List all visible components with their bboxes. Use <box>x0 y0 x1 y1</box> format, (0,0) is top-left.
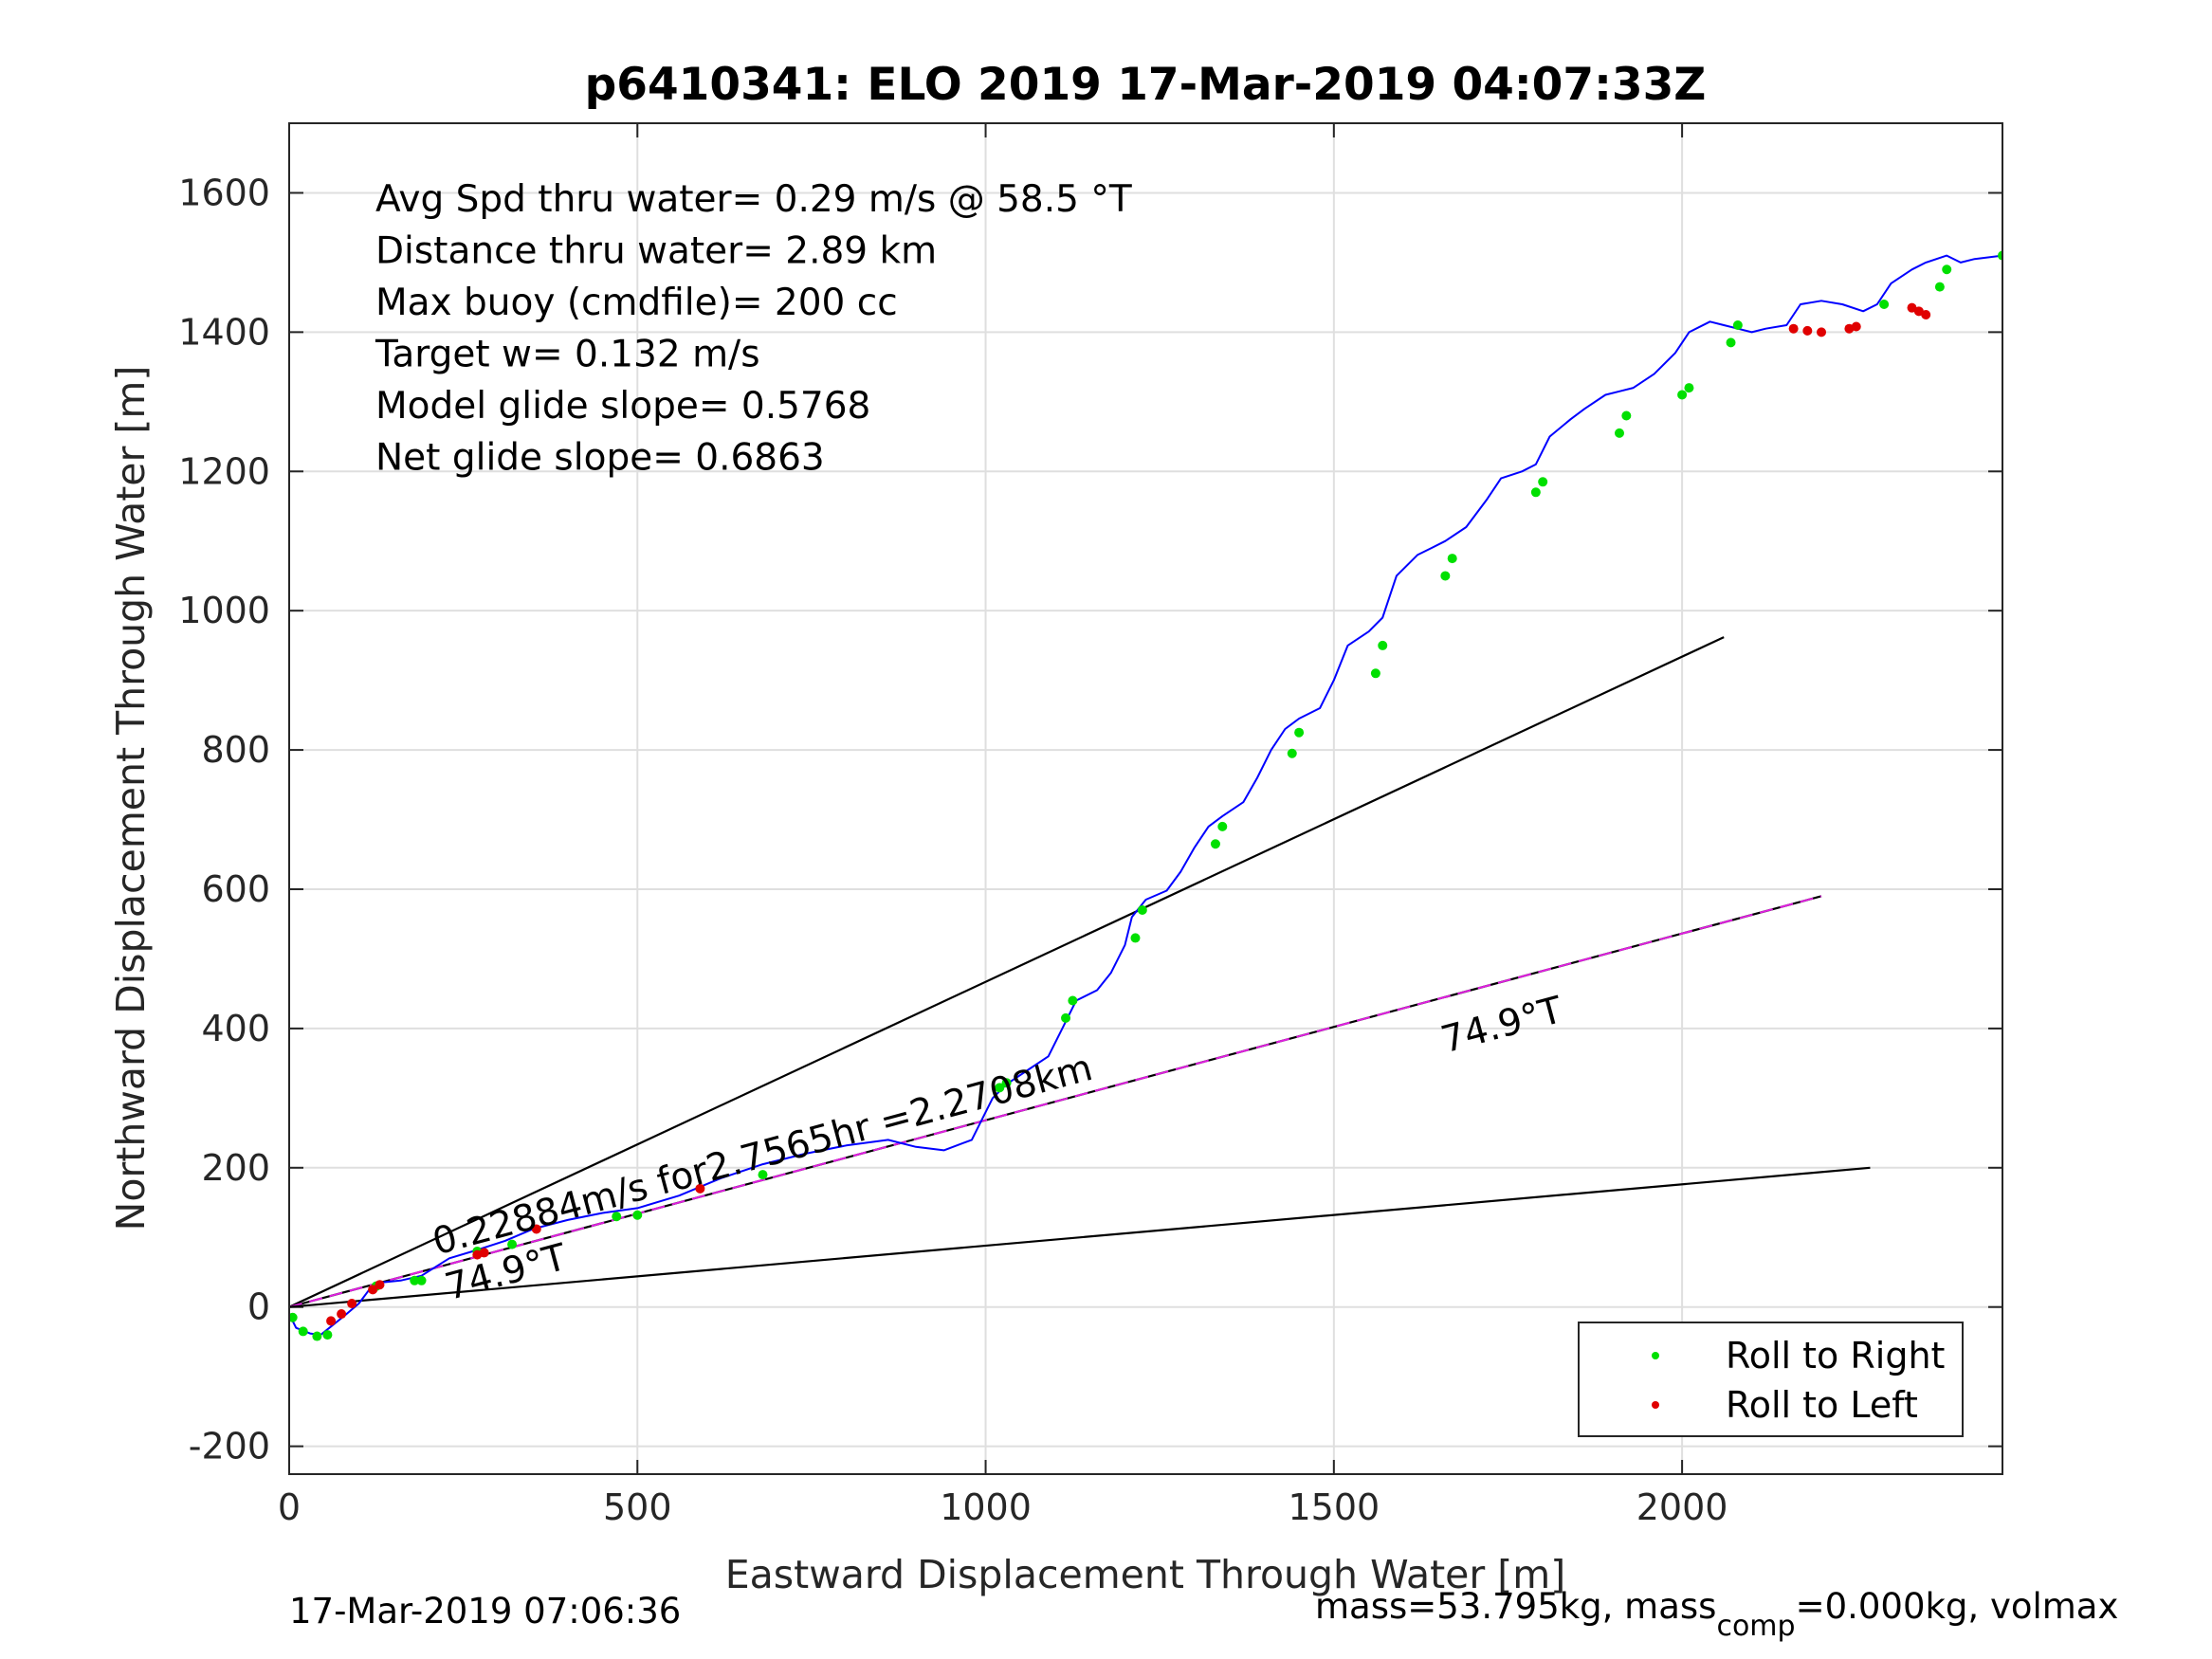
reference-line-0 <box>289 636 1725 1308</box>
legend-marker-roll-right <box>1652 1352 1659 1359</box>
roll-right-point <box>1934 282 1945 292</box>
footer-mass-info: mass=53.795kg, masscomp=0.000kg, volmax <box>1315 1586 2118 1643</box>
y-tick-label: 400 <box>201 1008 270 1049</box>
axis-ticks: 0 500 1000 1500 2000-20002004006008001000120… <box>178 123 2002 1528</box>
roll-right-point <box>1538 477 1548 487</box>
roll-right-point <box>1447 554 1457 564</box>
roll-right-point <box>1287 748 1297 758</box>
roll-right-point <box>1998 250 2002 261</box>
roll-left-point <box>1921 309 1931 319</box>
roll-left-point <box>375 1280 385 1290</box>
legend-marker-roll-left <box>1652 1401 1659 1409</box>
info-line-4: Model glide slope= 0.5768 <box>375 385 870 428</box>
roll-right-point <box>410 1275 420 1285</box>
series-roll-left <box>326 302 1931 1326</box>
y-tick-label: 1000 <box>178 590 270 631</box>
roll-right-point <box>1530 487 1541 498</box>
roll-right-point <box>1378 640 1388 650</box>
roll-right-point <box>1614 428 1624 438</box>
roll-left-point <box>337 1309 347 1320</box>
roll-right-point <box>758 1170 768 1180</box>
roll-right-point <box>322 1330 333 1340</box>
roll-right-point <box>1294 727 1305 738</box>
roll-right-point <box>1061 1012 1071 1023</box>
reference-lines <box>289 636 1871 1308</box>
legend-label-roll-right: Roll to Right <box>1726 1335 1945 1376</box>
roll-right-point <box>1440 571 1451 581</box>
roll-right-point <box>995 1083 1005 1093</box>
series-roll-right <box>289 250 2002 1341</box>
reference-line-2 <box>289 895 1822 1308</box>
plot-frame <box>288 122 2003 1475</box>
roll-left-point <box>695 1183 705 1194</box>
roll-left-point <box>479 1248 489 1258</box>
y-tick-label: 1600 <box>178 172 270 213</box>
roll-right-point <box>1001 1078 1012 1088</box>
y-tick-label: 800 <box>201 729 270 771</box>
roll-left-point <box>326 1316 337 1326</box>
roll-right-point <box>312 1331 322 1341</box>
roll-right-point <box>416 1275 427 1285</box>
legend-box <box>1578 1322 1964 1437</box>
roll-left-point <box>347 1299 357 1309</box>
legend-label-roll-left: Roll to Left <box>1726 1384 1918 1426</box>
x-tick-label: 2000 <box>1636 1486 1728 1528</box>
y-tick-label: -200 <box>189 1426 270 1468</box>
roll-right-point <box>1130 933 1141 943</box>
footer-mass-sub: comp <box>1716 1610 1795 1643</box>
roll-right-point <box>1879 299 1890 309</box>
roll-right-point <box>1137 905 1147 916</box>
footer-mass-main: mass=53.795kg, mass <box>1315 1586 1716 1627</box>
roll-right-point <box>1726 337 1736 348</box>
grid-lines <box>288 123 2002 1474</box>
data-series <box>289 250 2002 1341</box>
footer-timestamp: 17-Mar-2019 07:06:36 <box>289 1591 681 1632</box>
roll-right-point <box>612 1212 622 1222</box>
info-text-block: Avg Spd thru water= 0.29 m/s @ 58.5 °T Di… <box>375 178 1132 480</box>
x-tick-label: 1000 <box>940 1486 1032 1528</box>
roll-left-point <box>1817 327 1827 337</box>
footer-mass-tail: =0.000kg, volmax <box>1796 1586 2119 1627</box>
x-tick-label: 0 <box>278 1486 301 1528</box>
roll-right-point <box>289 1312 298 1322</box>
series-track-line <box>289 254 2002 1337</box>
y-axis-label: Northward Displacement Through Water [m] <box>108 366 154 1231</box>
roll-left-point <box>531 1224 541 1234</box>
roll-left-point <box>1788 323 1799 334</box>
roll-right-point <box>1217 821 1228 831</box>
roll-right-point <box>298 1326 308 1337</box>
roll-right-point <box>1732 320 1743 331</box>
y-tick-label: 1400 <box>178 311 270 353</box>
y-tick-label: 600 <box>201 868 270 910</box>
info-line-0: Avg Spd thru water= 0.29 m/s @ 58.5 °T <box>375 178 1132 221</box>
roll-right-point <box>1684 383 1694 393</box>
roll-left-point <box>368 1285 378 1295</box>
x-tick-label: 500 <box>603 1486 672 1528</box>
roll-right-point <box>1677 390 1688 400</box>
x-axis-label: Eastward Displacement Through Water [m] <box>725 1552 1565 1597</box>
roll-right-point <box>1210 839 1220 849</box>
roll-right-point <box>1068 995 1078 1006</box>
roll-right-point <box>632 1210 643 1220</box>
chart-title: p6410341: ELO 2019 17-Mar-2019 04:07:33Z <box>585 59 1707 111</box>
roll-left-point <box>1802 325 1813 336</box>
info-line-5: Net glide slope= 0.6863 <box>375 437 825 480</box>
y-tick-label: 1200 <box>178 450 270 492</box>
legend: Roll to Right Roll to Left <box>1578 1322 1964 1437</box>
info-line-3: Target w= 0.132 m/s <box>375 334 760 376</box>
info-line-2: Max buoy (cmdfile)= 200 cc <box>375 282 898 324</box>
roll-right-point <box>507 1239 518 1249</box>
roll-left-point <box>1851 321 1861 332</box>
roll-right-point <box>1370 668 1380 679</box>
reference-line-3 <box>289 1166 1871 1308</box>
info-line-1: Distance thru water= 2.89 km <box>375 230 937 273</box>
y-tick-label: 0 <box>247 1286 270 1328</box>
roll-right-point <box>1621 410 1632 421</box>
plot-background <box>289 123 2002 1474</box>
roll-right-point <box>1942 264 1952 275</box>
x-tick-label: 1500 <box>1288 1486 1380 1528</box>
y-tick-label: 200 <box>201 1147 270 1189</box>
